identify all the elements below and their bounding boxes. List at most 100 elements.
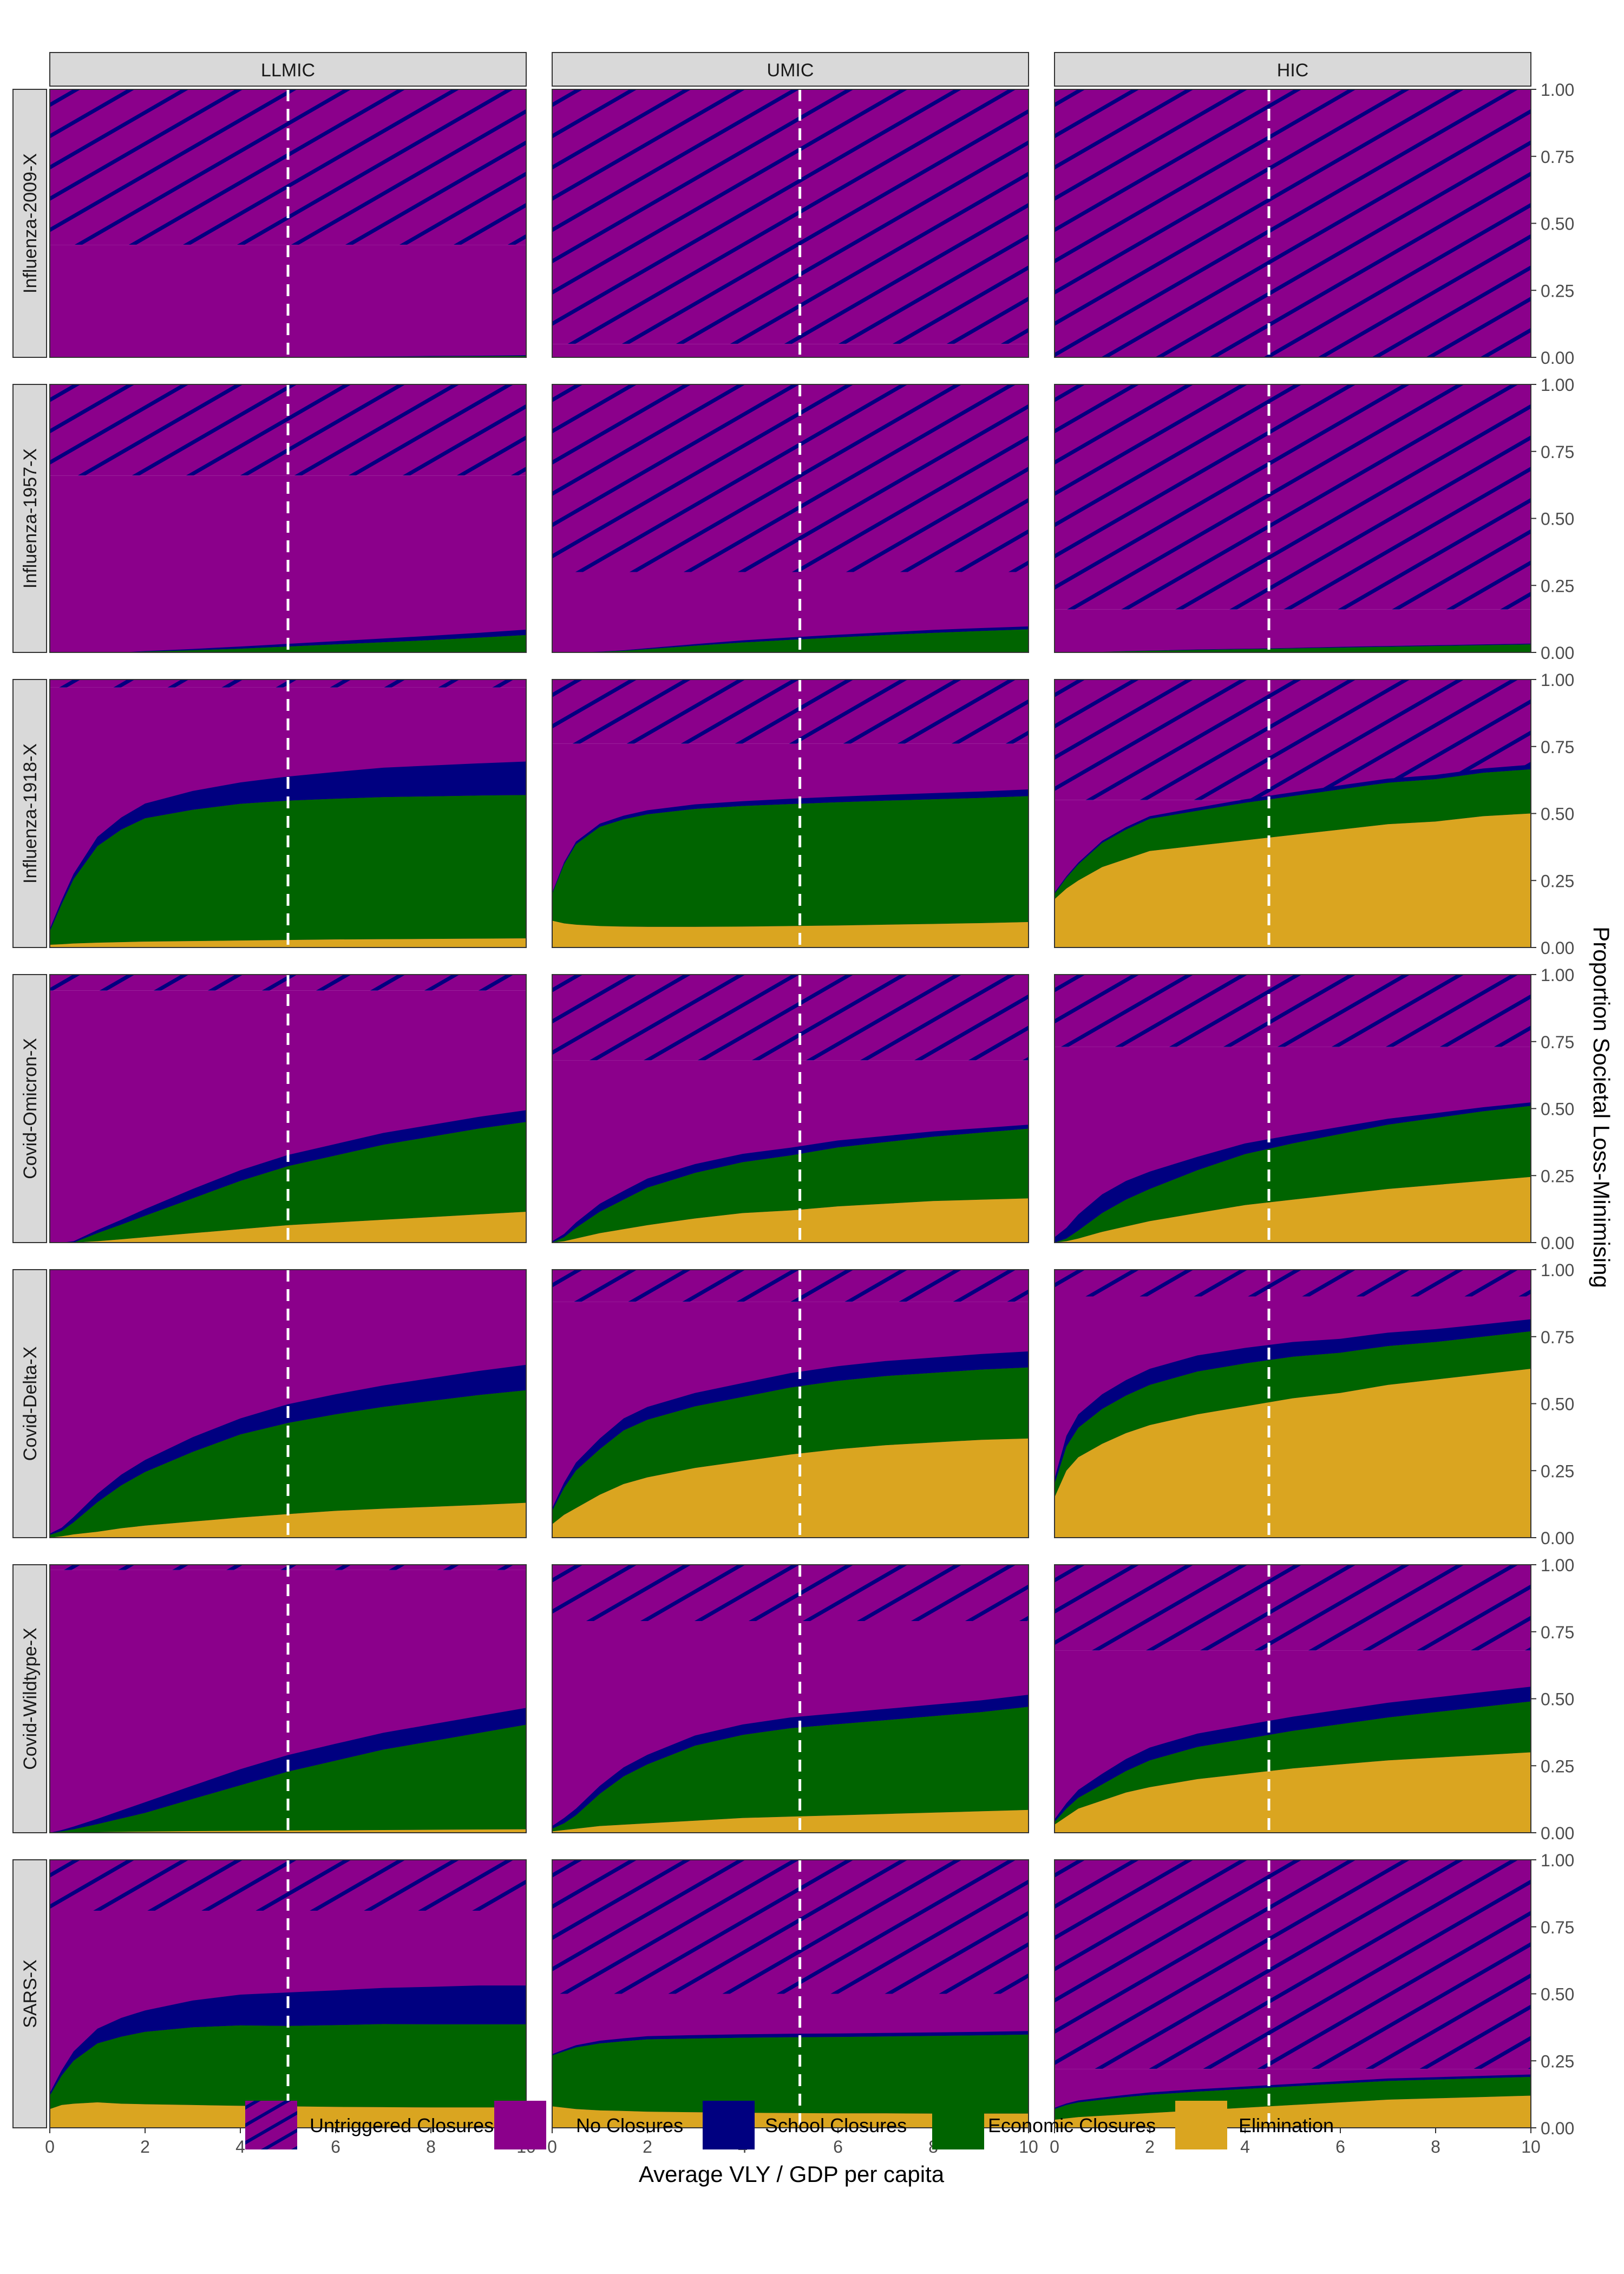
area-economic-closures [552,2034,1029,2114]
area-elimination [1055,2095,1531,2128]
strip-covid-omicron-x [12,974,47,1243]
y-tick-label: 0.00 [1541,2119,1574,2138]
y-tick-label: 0.50 [1541,805,1574,824]
strip-hic [1054,52,1531,87]
area-untriggered-closures [1055,1860,1531,2069]
area-elimination [552,1198,1029,1243]
strip-llmic [49,52,527,87]
x-tick-label: 4 [235,2137,245,2157]
y-tick-label: 0.50 [1541,1985,1574,2004]
area-untriggered-closures [1055,975,1531,1047]
area-school-closures [1055,1319,1531,1484]
y-tick-label: 0.00 [1541,1528,1574,1548]
panel-sars-x-hic [1054,1859,1531,2128]
area-economic-closures [50,1724,526,1833]
y-tick-label: 0.00 [1541,938,1574,958]
panel-border [49,974,527,1243]
strip-label-influenza-1918-x: Influenza-1918-X [20,743,41,884]
y-tick-label: 1.00 [1541,375,1574,395]
legend-key-no-closures [494,2101,546,2149]
legend-key-elimination [1175,2101,1227,2149]
panel-influenza-1918-x-llmic [49,679,527,948]
area-untriggered-closures [50,89,526,245]
area-economic-closures [50,1390,526,1538]
panel-covid-wildtype-x-llmic [49,1564,527,1833]
area-untriggered-closures [1055,679,1531,800]
area-untriggered-closures [552,679,1029,744]
area-school-closures [1055,643,1531,652]
strip-label-influenza-1957-x: Influenza-1957-X [20,448,41,589]
area-elimination [50,1829,526,1833]
panel-border [49,1269,527,1538]
area-school-closures [50,1364,526,1535]
strip-label-llmic: LLMIC [261,60,315,81]
y-tick-label: 0.25 [1541,1166,1574,1186]
y-tick-label: 0.25 [1541,576,1574,596]
strip-label-influenza-2009-x: Influenza-2009-X [20,153,41,293]
x-tick-label: 6 [833,2137,843,2157]
area-school-closures [50,1985,526,2096]
legend-key-school-closures [703,2101,755,2149]
strip-label-covid-delta-x: Covid-Delta-X [20,1347,41,1461]
area-school-closures [1055,1687,1531,1822]
strip-influenza-2009-x [12,89,47,358]
area-untriggered-closures [1055,1565,1531,1651]
area-economic-closures [1055,2076,1531,2120]
area-economic-closures [552,1367,1029,1525]
panel-covid-wildtype-x-hic [1054,1564,1531,1833]
y-tick-label: 0.50 [1541,214,1574,234]
area-no-closures [552,344,1029,357]
area-school-closures [552,2031,1029,2056]
legend-label-economic-closures: Economic Closures [988,2114,1156,2136]
strip-sars-x [12,1859,47,2128]
strip-influenza-1957-x [12,384,47,653]
strip-label-covid-omicron-x: Covid-Omicron-X [20,1038,41,1179]
panel-influenza-1918-x-umic [552,679,1029,948]
legend-label-school-closures: School Closures [765,2114,907,2136]
area-school-closures [50,355,526,357]
legend-label-untriggered-closures: Untriggered Closures [310,2114,494,2136]
area-elimination [50,1212,526,1243]
strip-label-sars-x: SARS-X [20,1959,41,2028]
area-untriggered-closures [1055,1270,1531,1297]
y-tick-label: 0.75 [1541,1033,1574,1052]
panel-grid [49,89,1531,2128]
panel-influenza-2009-x-llmic [49,89,527,358]
y-tick-label: 0.50 [1541,1100,1574,1119]
y-tick-label: 0.75 [1541,147,1574,167]
area-untriggered-closures [552,1860,1029,1994]
area-elimination [1055,813,1531,948]
legend-key-economic-closures [932,2101,984,2149]
area-economic-closures [1055,1331,1531,1498]
x-tick-label: 6 [1335,2137,1345,2157]
x-tick-label: 6 [331,2137,340,2157]
strip-label-umic: UMIC [767,60,814,81]
area-school-closures [552,1125,1029,1243]
y-tick-label: 1.00 [1541,1260,1574,1280]
y-tick-label: 0.75 [1541,1623,1574,1642]
area-school-closures [50,761,526,932]
x-tick-label: 0 [1050,2137,1059,2157]
panel-border [49,1564,527,1833]
y-tick-label: 1.00 [1541,670,1574,690]
x-axis-title: Average VLY / GDP per capita [639,2161,945,2187]
area-elimination [50,1502,526,1538]
panel-border [552,974,1029,1243]
area-untriggered-closures [552,384,1029,572]
y-tick-label: 0.25 [1541,1756,1574,1776]
panel-sars-x-llmic [49,1859,527,2128]
area-untriggered-closures [552,975,1029,1061]
x-tick-label: 0 [45,2137,55,2157]
area-economic-closures [552,629,1029,652]
y-tick-label: 0.00 [1541,1824,1574,1843]
area-school-closures [1055,1102,1531,1243]
panel-border [552,89,1029,358]
area-no-closures [50,245,526,357]
x-tick-label: 8 [426,2137,436,2157]
area-elimination [552,1809,1029,1833]
x-tick-label: 2 [643,2137,652,2157]
area-elimination [1055,1752,1531,1833]
y-tick-label: 0.00 [1541,643,1574,663]
x-tick-label: 2 [1145,2137,1155,2157]
